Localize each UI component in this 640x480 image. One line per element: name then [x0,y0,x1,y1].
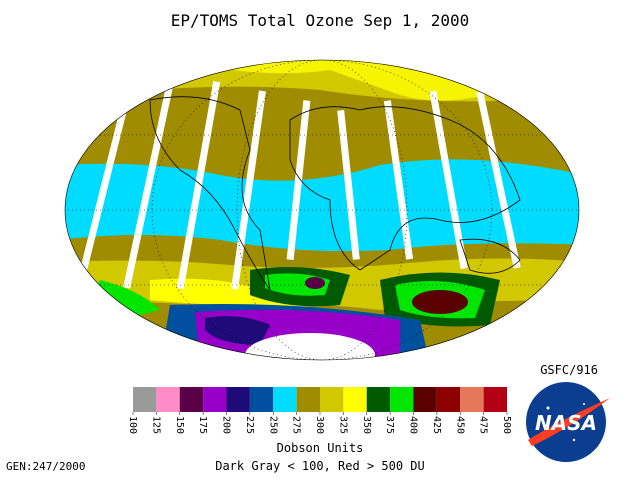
color-swatch [156,387,180,412]
tick-label: 275 [291,416,302,434]
tick-label: 325 [337,416,348,434]
color-swatch [413,387,437,412]
color-swatch [249,387,274,412]
color-swatch [226,387,250,412]
color-swatch [179,387,204,412]
color-swatch [436,387,461,412]
tick-label: 100 [127,416,138,434]
tick-label: 500 [501,416,512,434]
tick-label: 225 [244,416,255,434]
color-swatch [203,387,227,412]
unit-label: Dobson Units [277,441,364,455]
color-swatch [366,387,391,412]
tick-label: 150 [174,416,185,434]
color-swatch [390,387,414,412]
color-scale: 100 125 150 175 200 225 250 275 300 325 350 375 400 4… [127,387,512,434]
tick-label: 125 [150,416,161,434]
tick-label: 400 [408,416,419,434]
tick-label: 300 [314,416,325,434]
color-swatch [296,387,320,412]
tick-label: 175 [197,416,208,434]
title: EP/TOMS Total Ozone Sep 1, 2000 [171,11,470,30]
tick-label: 350 [361,416,372,434]
color-swatch [460,387,484,412]
tick-label: 250 [267,416,278,434]
logo-text: NASA [535,411,597,435]
color-swatch [343,387,367,412]
credit: GSFC/916 [540,363,598,377]
tick-label: 450 [454,416,465,434]
color-swatch [483,387,507,412]
map-border [64,59,580,361]
nasa-logo: NASA [526,382,610,462]
legend-note: Dark Gray < 100, Red > 500 DU [215,459,425,473]
tick-label: 200 [221,416,232,434]
color-swatch [320,387,344,412]
footer: GEN:247/2000 [6,460,85,473]
tick-label: 475 [478,416,489,434]
color-swatch [133,387,157,412]
ozone-map [65,60,579,360]
tick-label: 425 [431,416,442,434]
color-swatch [273,387,297,412]
tick-label: 375 [384,416,395,434]
